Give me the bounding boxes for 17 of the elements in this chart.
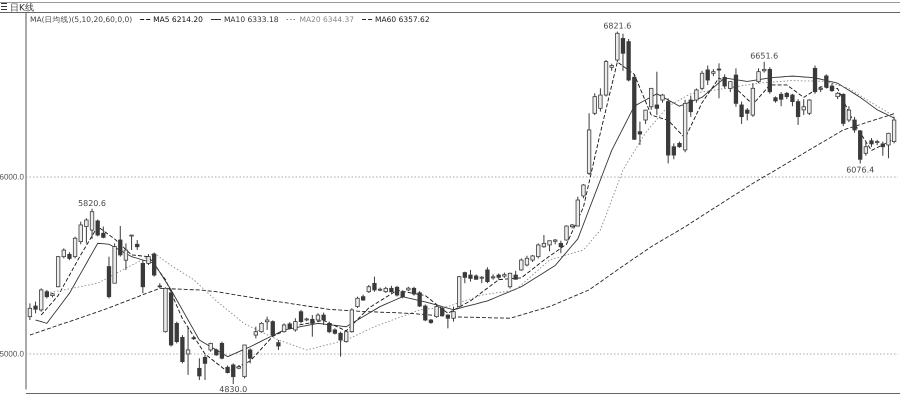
candlestick bbox=[197, 358, 202, 381]
annotation: 6076.4 bbox=[846, 165, 874, 174]
candlestick bbox=[202, 354, 208, 381]
annotation: 6651.6 bbox=[750, 52, 778, 61]
candlestick bbox=[276, 340, 281, 350]
annotation: 5820.6 bbox=[78, 198, 106, 208]
chart-title: 日K线 bbox=[10, 2, 34, 14]
y-tick-label: 6000.0 bbox=[0, 172, 25, 182]
line-series bbox=[29, 113, 895, 336]
candlestick bbox=[643, 109, 648, 124]
candlestick bbox=[581, 184, 586, 199]
candlestick bbox=[129, 234, 134, 250]
annotation: 4830.0 bbox=[219, 385, 248, 394]
y-tick-label: 5000.0 bbox=[0, 350, 25, 359]
candlestick bbox=[558, 240, 563, 254]
annotation: 6821.6 bbox=[603, 22, 632, 31]
candlestick bbox=[135, 240, 140, 250]
